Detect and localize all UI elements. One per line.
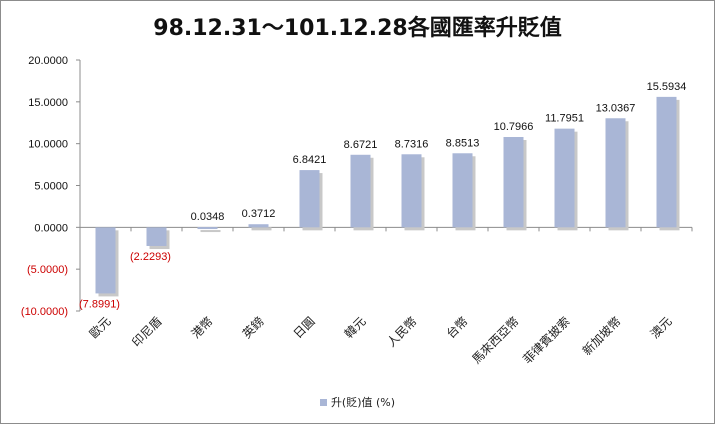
data-label: 15.5934: [647, 81, 687, 93]
y-tick-label: 20.0000: [28, 55, 68, 67]
bar: [605, 118, 626, 228]
category-label: 人民幣: [384, 314, 419, 349]
bar-shadow: [251, 227, 272, 231]
data-label: 13.0367: [596, 102, 636, 114]
data-label: 0.0348: [191, 211, 225, 223]
category-label: 澳元: [648, 314, 675, 341]
category-label: 港幣: [189, 314, 216, 341]
category-label: 韓元: [342, 314, 369, 341]
category-label: 台幣: [443, 314, 471, 342]
category-label: 歐元: [86, 314, 114, 342]
bar: [401, 154, 422, 228]
data-label: 10.7966: [494, 121, 534, 133]
bar: [248, 224, 269, 228]
bar: [452, 153, 473, 228]
y-tick-label: (10.0000): [21, 306, 68, 318]
data-label: 8.6721: [344, 139, 378, 151]
bar: [197, 227, 218, 230]
legend: 升(貶)值 (%): [0, 394, 715, 410]
category-label: 英鎊: [239, 314, 267, 342]
y-tick-label: 10.0000: [28, 139, 68, 151]
data-label: 8.8513: [446, 137, 480, 149]
y-tick-label: 0.0000: [34, 222, 68, 234]
chart-title: 98.12.31～101.12.28各國匯率升貶值: [153, 16, 562, 41]
data-label: (7.8991): [79, 298, 120, 310]
bar-shadow: [200, 230, 221, 233]
category-label: 馬來西亞幣: [469, 314, 521, 366]
bar: [656, 96, 677, 228]
data-label: 11.7951: [545, 113, 584, 125]
bar: [503, 137, 524, 228]
data-label: 0.3712: [242, 208, 276, 220]
y-tick-label: 15.0000: [28, 97, 68, 109]
y-tick-label: (5.0000): [27, 264, 68, 276]
bar: [350, 154, 371, 228]
bar: [146, 227, 167, 246]
data-label: 6.8421: [293, 154, 327, 166]
bar: [95, 227, 116, 294]
category-label: 新加坡幣: [579, 314, 624, 359]
category-label: 菲律賓披索: [520, 314, 573, 367]
data-label: (2.2293): [130, 251, 171, 263]
category-label: 日圓: [291, 314, 318, 341]
legend-label: 升(貶)值 (%): [330, 396, 396, 409]
legend-swatch: [319, 398, 327, 406]
data-label: 8.7316: [395, 138, 429, 150]
bar: [554, 128, 575, 228]
y-tick-label: 5.0000: [34, 181, 68, 193]
category-label: 印尼盾: [129, 314, 164, 349]
bar: [299, 170, 320, 228]
